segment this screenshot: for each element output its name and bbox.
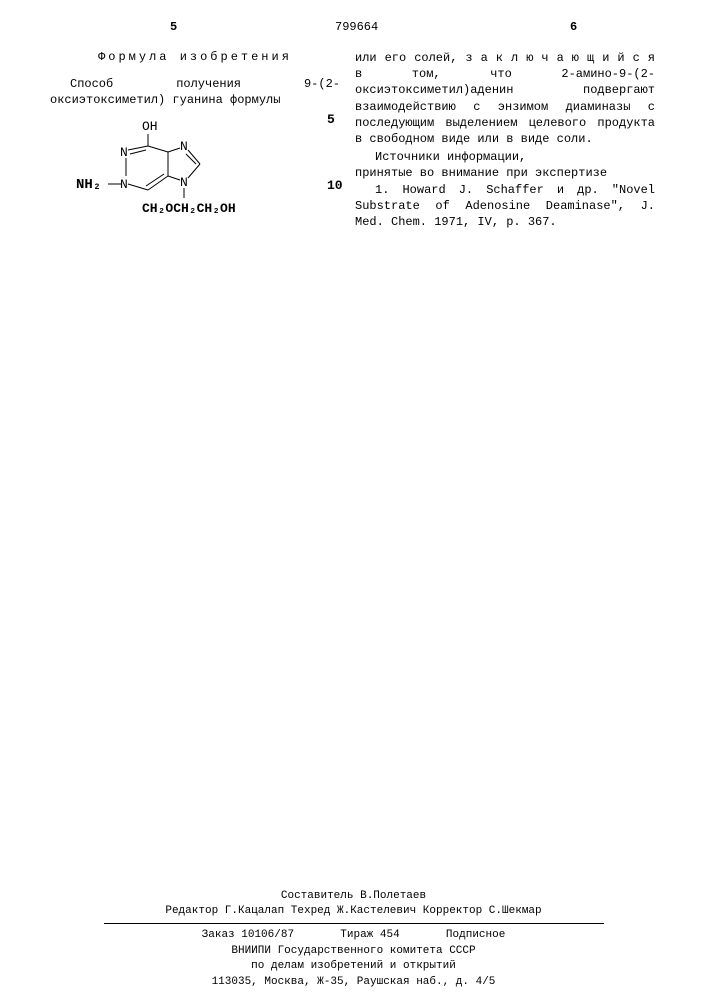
column-number-left: 5 — [170, 20, 177, 34]
structure-n-label: N — [120, 145, 128, 160]
page-footer: Составитель В.Полетаев Редактор Г.Кацала… — [0, 889, 707, 990]
footer-subscription: Подписное — [446, 929, 505, 941]
footer-order-row: Заказ 10106/87 Тираж 454 Подписное — [0, 928, 707, 943]
footer-dept: по делам изобретений и открытий — [0, 959, 707, 974]
page-header: 5 799664 6 — [50, 20, 657, 40]
reference-1: 1. Howard J. Schaffer и др. "Novel Subst… — [355, 182, 655, 231]
footer-address: 113035, Москва, Ж-35, Раушская наб., д. … — [0, 975, 707, 990]
sources-title: Источники информации, — [355, 149, 655, 165]
structure-oh-label: OH — [142, 119, 158, 134]
claims-title: Формула изобретения — [50, 50, 340, 64]
patent-number: 799664 — [335, 20, 378, 34]
footer-compiler: Составитель В.Полетаев — [0, 889, 707, 904]
footer-divider-1 — [104, 923, 604, 924]
structure-n-label-4: N — [180, 175, 188, 190]
footer-org: ВНИИПИ Государственного комитета СССР — [0, 944, 707, 959]
footer-order: Заказ 10106/87 — [202, 929, 294, 941]
left-column: Формула изобретения Способ получения 9-(… — [50, 50, 340, 242]
line-marker-10: 10 — [327, 178, 343, 193]
right-column: 5 10 или его солей, з а к л ю ч а ю щ и … — [355, 50, 655, 242]
footer-editors: Редактор Г.Кацалап Техред Ж.Кастелевич К… — [0, 904, 707, 919]
structure-nh2-label: NH₂ — [76, 177, 101, 193]
two-column-layout: Формула изобретения Способ получения 9-(… — [50, 50, 657, 242]
column-number-right: 6 — [570, 20, 577, 34]
structure-chain-label: CH₂OCH₂CH₂OH — [142, 201, 236, 216]
claim-body: или его солей, з а к л ю ч а ю щ и й с я… — [355, 50, 655, 147]
line-marker-5: 5 — [327, 112, 335, 127]
sources-subtitle: принятые во внимание при экспертизе — [355, 165, 655, 181]
chemical-structure: OH N N NH₂ N — [70, 118, 340, 232]
footer-tirazh: Тираж 454 — [340, 929, 399, 941]
structure-n-label-3: N — [180, 139, 188, 154]
claim-intro: Способ получения 9-(2-оксиэтоксиметил) г… — [50, 76, 340, 108]
